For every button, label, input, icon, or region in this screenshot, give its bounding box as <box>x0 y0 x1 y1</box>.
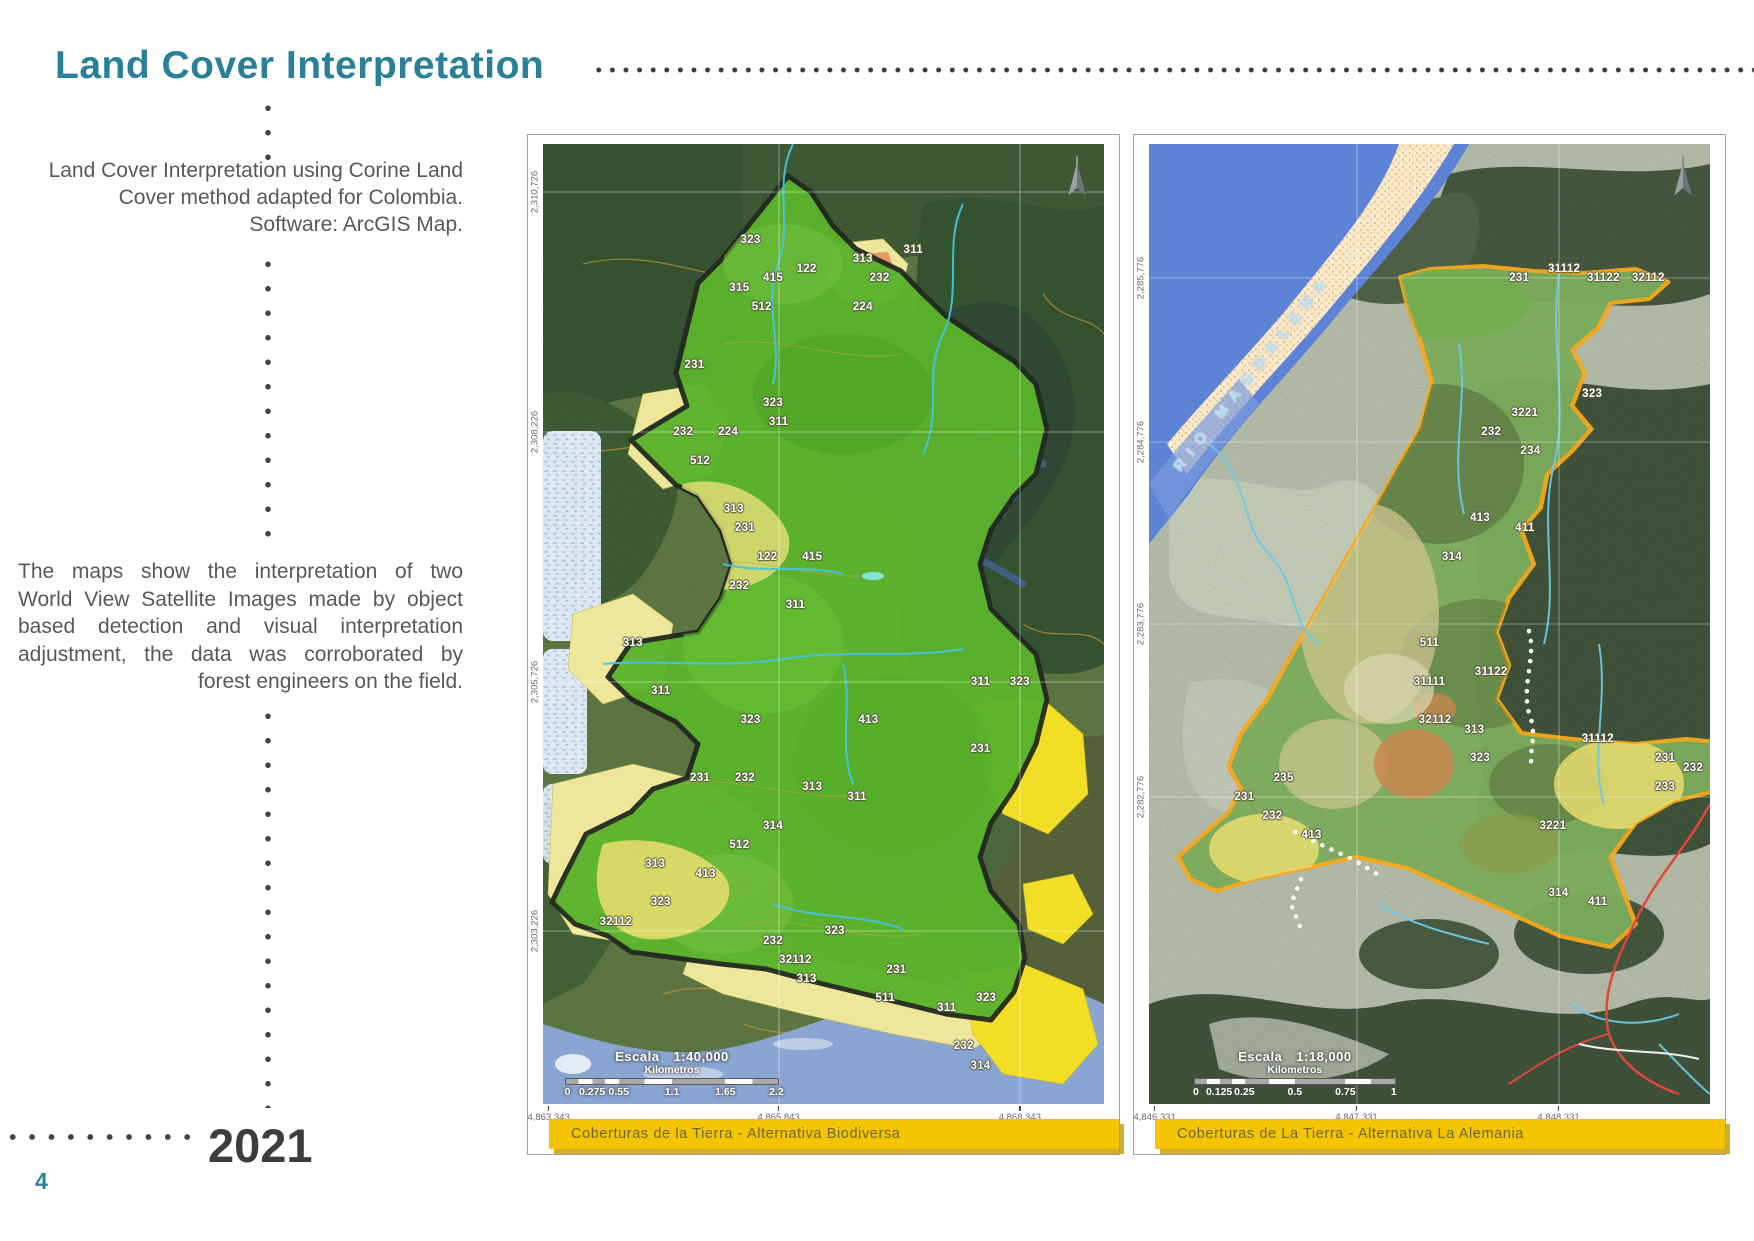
y-axis-label: 2,284,776 <box>1135 420 1147 463</box>
vertical-dotted-line <box>263 96 273 168</box>
x-axis-label: 4,848,331 <box>1537 1106 1579 1123</box>
scale-escala-label: Escala <box>1238 1049 1283 1064</box>
scale-tick: 1.65 <box>715 1086 736 1098</box>
scale-tick: 0.275 <box>578 1086 606 1098</box>
y-axis-label: 2,310,726 <box>529 170 541 214</box>
header-dotted-line <box>592 64 1754 76</box>
y-axis-label: 2,282,776 <box>1135 775 1147 818</box>
body-line: based detection and visual interpretatio… <box>18 615 463 638</box>
scale-tick: 0.125 <box>1205 1086 1233 1098</box>
body-line: forest engineers on the field. <box>197 670 463 693</box>
x-axis-label: 4,868,343 <box>999 1106 1041 1123</box>
scale-tick: 0.25 <box>1234 1086 1255 1098</box>
vertical-dotted-line <box>263 704 273 1108</box>
year-label: 2021 <box>208 1119 313 1172</box>
map-caption-la-alemania: Coberturas de La Tierra - Alternativa La… <box>1155 1119 1725 1149</box>
scale-tick: 1.1 <box>664 1086 680 1098</box>
map-la-alemania-image: RIO MAGDALENA Escala 1:18,000 Kilometros … <box>1149 144 1710 1104</box>
x-axis-label: 4,846,331 <box>1133 1106 1175 1123</box>
scale-tick: 0.5 <box>1287 1086 1303 1098</box>
map-biodiversa: Escala 1:40,000 Kilometros 0 0.275 0.55 1.1 1… <box>527 134 1120 1155</box>
north-arrow-icon <box>1068 156 1086 196</box>
scale-bar-biodiversa: Escala 1:40,000 Kilometros 0 0.275 0.55 1.1 1… <box>564 1049 784 1099</box>
y-axis-label: 2,305,726 <box>529 660 541 703</box>
scale-tick: 0 <box>564 1086 571 1098</box>
map-caption-text: Coberturas de la Tierra - Alternativa Bi… <box>571 1126 901 1142</box>
scale-tick: 0.75 <box>1335 1086 1356 1098</box>
map-caption-biodiversa: Coberturas de la Tierra - Alternativa Bi… <box>549 1119 1119 1149</box>
x-axis-label: 4,863,343 <box>527 1106 569 1123</box>
intro-line: Software: ArcGIS Map. <box>249 213 463 236</box>
y-axis-label: 2,283,776 <box>1135 602 1147 646</box>
north-arrow-icon <box>1674 156 1692 196</box>
body-line: World View Satellite Images made by obje… <box>18 587 463 611</box>
x-axis-label: 4,847,331 <box>1335 1106 1377 1123</box>
y-axis-label: 2,308,226 <box>529 410 541 454</box>
intro-line: Land Cover Interpretation using Corine L… <box>48 159 463 182</box>
intro-paragraph: Land Cover Interpretation using Corine L… <box>18 157 463 238</box>
scale-value: 1:18,000 <box>1296 1049 1352 1064</box>
scale-tick-labels: 0 0.275 0.55 1.1 1.65 2.2 <box>564 1086 784 1099</box>
body-paragraph: The maps show the interpretation of two W… <box>18 558 463 696</box>
scale-bar-graphic <box>565 1078 779 1085</box>
footer-dotted-line <box>3 1131 199 1143</box>
scale-units-label: Kilometros <box>1267 1064 1323 1076</box>
x-axis-labels: 4,846,331 4,847,331 4,848,331 <box>1133 1106 1710 1123</box>
scale-tick: 2.2 <box>769 1086 784 1098</box>
scale-units-label: Kilometros <box>644 1064 700 1076</box>
scale-tick: 0.55 <box>608 1086 629 1098</box>
scale-escala-label: Escala <box>615 1049 660 1064</box>
body-line: adjustment, the data was corroborated by <box>18 642 463 666</box>
x-axis-label: 4,865,843 <box>757 1106 799 1123</box>
y-axis-label: 2,303,226 <box>529 910 541 953</box>
scale-bar-la-alemania: Escala 1:18,000 Kilometros 0 0.125 0.25 0.5 0… <box>1192 1049 1397 1099</box>
scale-tick: 1 <box>1390 1086 1397 1098</box>
scale-bar-graphic <box>1193 1078 1396 1085</box>
page-title: Land Cover Interpretation <box>55 44 545 87</box>
page-number: 4 <box>35 1168 48 1194</box>
y-axis-label: 2,285,776 <box>1135 257 1147 300</box>
scale-tick-labels: 0 0.125 0.25 0.5 0.75 1 <box>1192 1086 1397 1099</box>
scale-tick: 0 <box>1192 1086 1199 1098</box>
vertical-dotted-line <box>263 252 273 548</box>
map-caption-text: Coberturas de La Tierra - Alternativa La… <box>1177 1126 1524 1142</box>
x-axis-labels: 4,863,343 4,865,843 4,868,343 <box>527 1106 1104 1123</box>
map-la-alemania: RIO MAGDALENA Escala 1:18,000 Kilometros … <box>1133 134 1726 1155</box>
intro-line: Cover method adapted for Colombia. <box>118 186 463 209</box>
scale-value: 1:40,000 <box>673 1049 729 1064</box>
map-biodiversa-image: Escala 1:40,000 Kilometros 0 0.275 0.55 1.1 1… <box>543 144 1104 1104</box>
body-line: The maps show the interpretation of two <box>18 560 463 583</box>
